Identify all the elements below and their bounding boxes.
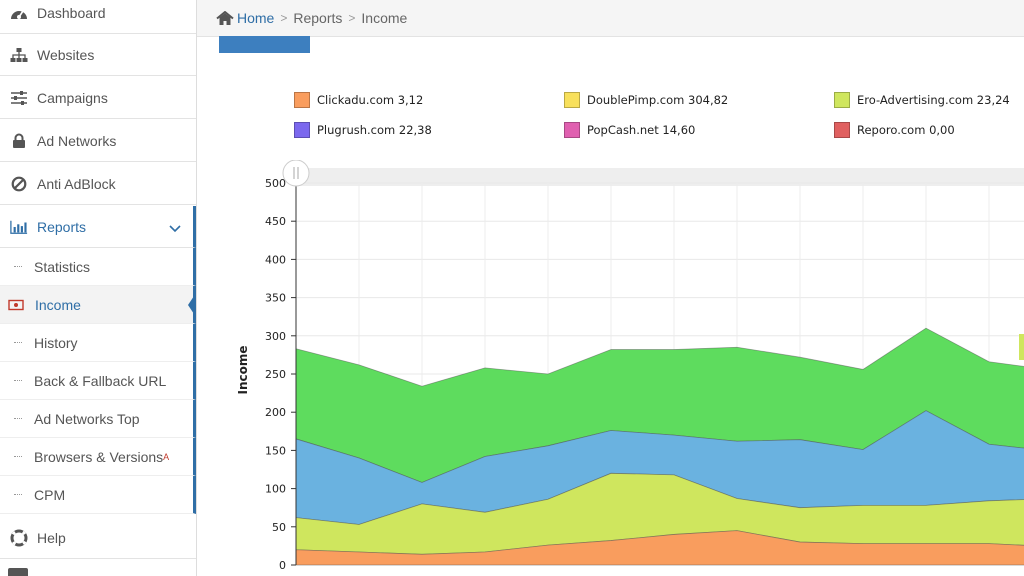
partial-icon [8,568,28,576]
sidebar-item-reports[interactable]: Reports [0,206,196,248]
sidebar-item-help[interactable]: Help [0,517,196,559]
sitemap-icon [10,46,28,64]
legend-swatch [294,122,310,138]
bar-chart-icon [10,218,28,236]
sidebar-item-label: Ad Networks [37,132,117,149]
legend-item[interactable]: Reporo.com 0,00 [834,122,955,138]
sidebar-item-label: Campaigns [37,89,108,106]
legend-swatch [834,92,850,108]
area-series-clickadu-com[interactable] [295,530,1024,566]
legend-item[interactable]: Ero-Advertising.com 23,24 [834,92,1010,108]
sidebar-item-label: Help [37,529,66,546]
y-tick-label: 300 [265,330,286,343]
sidebar-item-anti-adblock[interactable]: Anti AdBlock [0,163,196,205]
legend-swatch [834,122,850,138]
sidebar: Dashboard Websites Campaigns Ad Networks… [0,0,197,576]
partial-button[interactable] [219,36,310,53]
tooltip-edge [1019,334,1024,360]
home-icon [216,10,234,26]
sliders-icon [10,89,28,107]
sidebar-subitem-cpm[interactable]: CPM [0,476,196,514]
y-tick-label: 450 [265,215,286,228]
legend-item[interactable]: PopCash.net 14,60 [564,122,695,138]
sidebar-item-ad-networks[interactable]: Ad Networks [0,120,196,162]
sidebar-subitem-label: Back & Fallback URL [34,372,167,389]
legend-item[interactable]: Plugrush.com 22,38 [294,122,432,138]
legend-swatch [564,92,580,108]
sidebar-subitem-back-fallback-url[interactable]: Back & Fallback URL [0,362,196,400]
breadcrumb-income: Income [361,10,408,26]
ban-icon [10,175,28,193]
legend-item[interactable]: Clickadu.com 3,12 [294,92,423,108]
breadcrumb-reports[interactable]: Reports [293,10,343,26]
sidebar-subitem-ad-networks-top[interactable]: Ad Networks Top [0,400,196,438]
y-axis-label: Income [236,345,250,394]
sidebar-subitem-statistics[interactable]: Statistics [0,248,196,286]
sidebar-subitem-history[interactable]: History [0,324,196,362]
legend-swatch [294,92,310,108]
y-tick-label: 0 [279,559,286,572]
sidebar-item-label: Reports [37,218,87,235]
breadcrumb-home[interactable]: Home [216,10,274,26]
range-slider-track[interactable] [296,168,1024,186]
sidebar-item-label: Dashboard [37,4,106,21]
breadcrumb-separator: > [348,11,356,25]
y-tick-label: 350 [265,292,286,305]
y-tick-label: 250 [265,368,286,381]
legend-item[interactable]: DoublePimp.com 304,82 [564,92,728,108]
y-tick-label: 500 [265,177,286,190]
new-badge: A [163,451,170,462]
dashboard-icon [10,4,28,22]
sidebar-item-campaigns[interactable]: Campaigns [0,77,196,119]
sidebar-subitem-label: Income [35,296,81,313]
sidebar-subitem-label: Browsers & Versions [34,448,164,465]
y-tick-label: 100 [265,483,286,496]
y-tick-label: 50 [272,521,286,534]
sidebar-item-label: Anti AdBlock [37,175,116,192]
breadcrumb-separator: > [280,11,288,25]
sidebar-item-websites[interactable]: Websites [0,34,196,76]
lifebuoy-icon [10,529,28,547]
sidebar-item-label: Websites [37,46,95,63]
income-area-chart: 0 50 100 150 200 250 300 350 400 450 500 Income [236,160,1024,572]
money-icon [8,299,24,311]
sidebar-subitem-label: Statistics [34,258,91,275]
sidebar-subitem-label: CPM [34,486,66,503]
y-tick-label: 150 [265,444,286,457]
lock-icon [10,132,28,150]
breadcrumb: Home > Reports > Income [197,0,1024,37]
range-slider-handle[interactable] [282,160,310,187]
sidebar-subitem-income[interactable]: Income [0,286,196,324]
sidebar-item-dashboard[interactable]: Dashboard [0,0,196,34]
y-tick-label: 200 [265,406,286,419]
sidebar-subitem-label: History [34,334,78,351]
sidebar-subitem-browsers-versions[interactable]: Browsers & Versions A [0,438,196,476]
sidebar-subitem-label: Ad Networks Top [34,410,140,427]
y-tick-label: 400 [265,253,286,266]
legend-swatch [564,122,580,138]
chevron-down-icon[interactable] [169,220,181,236]
